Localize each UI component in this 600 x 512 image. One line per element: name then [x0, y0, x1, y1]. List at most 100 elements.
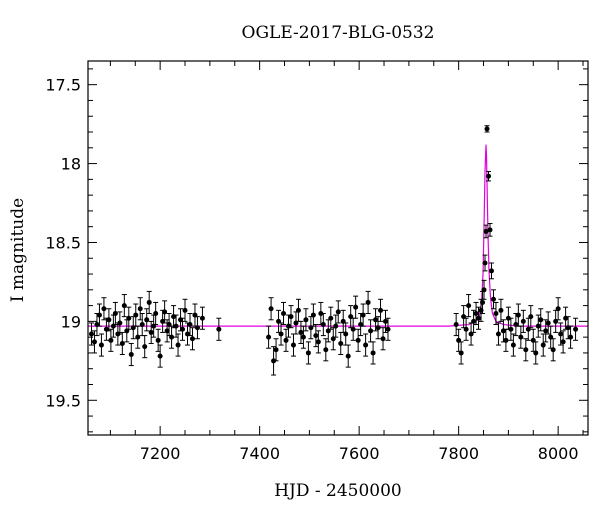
point-marker: [373, 317, 379, 323]
data-point: [133, 303, 139, 327]
point-marker: [466, 303, 472, 309]
point-marker: [510, 342, 516, 348]
point-marker: [281, 310, 287, 316]
point-marker: [146, 299, 152, 305]
model-curve: [88, 144, 588, 327]
data-point: [187, 312, 193, 337]
data-point: [180, 317, 186, 341]
data-points-layer: [88, 125, 579, 376]
point-marker: [173, 323, 179, 329]
point-marker: [96, 312, 102, 318]
data-point: [303, 308, 309, 332]
data-point: [320, 312, 326, 337]
point-marker: [333, 323, 339, 329]
point-marker: [483, 228, 489, 234]
point-marker: [119, 340, 125, 346]
point-marker: [278, 331, 284, 337]
y-tick-label: 17.5: [45, 76, 81, 95]
data-point: [119, 331, 125, 356]
y-tick-label: 19: [61, 312, 81, 331]
data-point: [293, 311, 299, 335]
data-point: [175, 333, 181, 357]
data-point: [482, 254, 488, 272]
point-marker: [363, 342, 369, 348]
point-marker: [273, 347, 279, 353]
data-point: [340, 309, 346, 333]
data-point: [276, 309, 282, 333]
data-point: [498, 298, 504, 322]
data-point: [550, 338, 556, 362]
point-marker: [480, 299, 486, 305]
point-marker: [315, 339, 321, 345]
point-marker: [543, 328, 549, 334]
data-point: [91, 330, 97, 354]
data-point: [101, 297, 107, 321]
data-point: [456, 328, 462, 352]
x-axis-label: HJD - 2450000: [274, 481, 402, 501]
data-point: [173, 314, 179, 338]
x-tick-label: 8000: [538, 444, 579, 463]
data-point: [130, 316, 136, 340]
data-point: [350, 317, 356, 341]
data-point: [98, 333, 104, 357]
data-point: [153, 301, 159, 326]
point-marker: [303, 317, 309, 323]
point-marker: [538, 317, 544, 323]
data-point: [353, 295, 359, 319]
data-point: [471, 309, 477, 333]
data-point: [108, 328, 114, 352]
data-point: [295, 298, 301, 322]
data-point: [370, 341, 376, 365]
data-point: [363, 333, 369, 357]
point-marker: [368, 328, 374, 334]
data-point: [112, 301, 118, 326]
point-marker: [175, 342, 181, 348]
data-point: [558, 322, 564, 346]
data-point: [345, 344, 351, 368]
data-point: [378, 298, 384, 322]
data-point: [493, 301, 499, 326]
data-point: [535, 314, 541, 338]
point-marker: [112, 310, 118, 316]
point-marker: [189, 336, 195, 342]
point-marker: [463, 326, 469, 332]
point-marker: [482, 260, 488, 266]
data-point: [268, 297, 274, 321]
data-point: [368, 319, 374, 343]
data-point: [315, 330, 321, 354]
data-point: [365, 290, 371, 314]
point-marker: [503, 337, 509, 343]
y-tick-labels: 17.5 18 18.5 19 19.5: [45, 76, 81, 411]
point-marker: [137, 306, 143, 312]
point-marker: [290, 342, 296, 348]
point-marker: [133, 312, 139, 318]
point-marker: [139, 322, 145, 328]
data-point: [96, 303, 102, 327]
point-marker: [295, 307, 301, 313]
point-marker: [310, 312, 316, 318]
point-marker: [490, 296, 496, 302]
point-marker: [300, 334, 306, 340]
plot-frame: [87, 60, 589, 436]
point-marker: [476, 315, 482, 321]
data-point: [488, 262, 494, 280]
point-marker: [365, 299, 371, 305]
point-marker: [106, 317, 112, 323]
point-marker: [98, 342, 104, 348]
point-marker: [187, 322, 193, 328]
point-marker: [488, 268, 494, 274]
data-point: [560, 330, 566, 354]
data-point: [88, 322, 94, 346]
point-marker: [378, 307, 384, 313]
data-point: [360, 303, 366, 327]
data-point: [126, 306, 132, 330]
data-point: [144, 308, 150, 332]
point-marker: [495, 331, 501, 337]
data-point: [348, 305, 354, 329]
point-marker: [518, 334, 524, 340]
model-curve-layer: [88, 144, 588, 327]
data-point: [385, 317, 391, 341]
point-marker: [323, 347, 329, 353]
data-point: [380, 327, 386, 351]
point-marker: [458, 350, 464, 356]
